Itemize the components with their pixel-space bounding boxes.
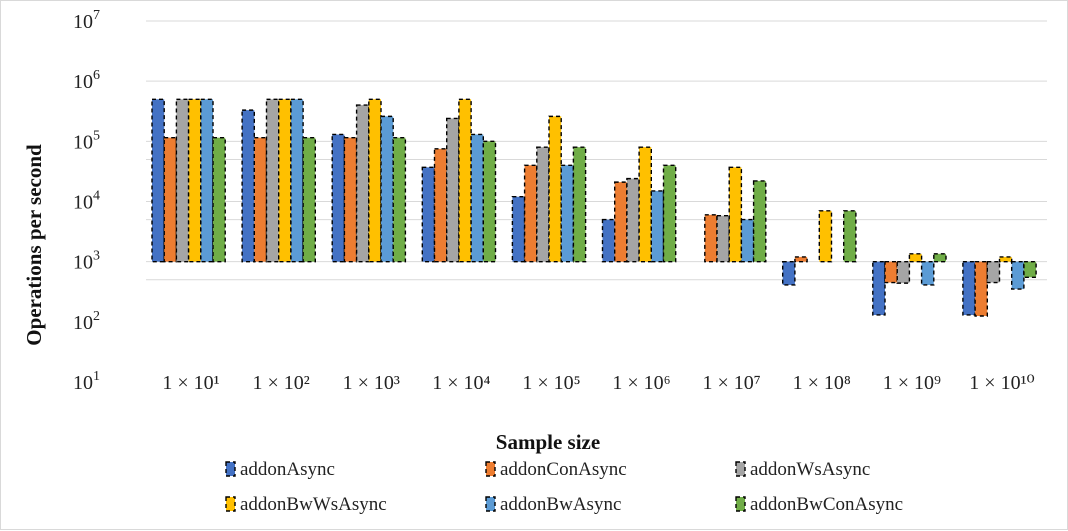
bar [998, 256, 1013, 263]
bar [843, 210, 857, 263]
bar [920, 260, 935, 286]
legend: addonAsync addonConAsync addonWsAsync addon… [225, 459, 903, 515]
bar [380, 115, 394, 263]
y-axis-title: Operations per second [22, 144, 46, 346]
legend-label: addonBwAsync [500, 494, 621, 515]
bar [716, 215, 730, 263]
bar [446, 117, 460, 263]
x-tick-label: 1 × 10⁹ [883, 372, 941, 394]
bar [175, 98, 190, 263]
bar [1011, 260, 1025, 290]
bar [241, 109, 256, 263]
legend-swatch [225, 461, 236, 477]
bar [704, 214, 718, 263]
bar [200, 98, 214, 263]
bar [818, 210, 833, 263]
bars [151, 98, 1037, 317]
bar [163, 136, 178, 263]
y-tick-label: 103 [73, 249, 100, 274]
bar [974, 260, 988, 317]
bar [638, 146, 652, 263]
legend-swatch [735, 496, 746, 512]
bar [265, 98, 280, 263]
bar [933, 253, 947, 263]
bar [986, 260, 1001, 284]
x-axis-title: Sample size [496, 430, 600, 454]
bar [421, 166, 436, 263]
bar [187, 98, 202, 263]
x-tick-labels: 1 × 10¹ 1 × 10² 1 × 10³ 1 × 10⁴ 1 × 10⁵ 1 × 1… [162, 372, 1034, 394]
bar [536, 146, 550, 263]
x-tick-label: 1 × 10³ [343, 372, 400, 394]
bar [728, 166, 743, 263]
bar [650, 190, 665, 263]
x-tick-label: 1 × 10⁵ [522, 372, 580, 394]
y-tick-label: 105 [73, 128, 100, 153]
x-tick-label: 1 × 10² [253, 372, 310, 394]
bar [523, 164, 538, 263]
legend-swatch [225, 496, 236, 512]
y-tick-label: 104 [73, 189, 100, 214]
bar [331, 133, 346, 263]
legend-label: addonAsync [240, 459, 335, 480]
bar [470, 133, 485, 263]
bar [290, 98, 304, 263]
bar [560, 164, 575, 263]
bar [355, 104, 370, 263]
y-tick-label: 107 [73, 8, 100, 33]
bar [151, 98, 165, 263]
legend-swatch [735, 461, 746, 477]
bar [511, 196, 526, 263]
bar [601, 218, 616, 263]
bar [433, 148, 448, 263]
x-tick-label: 1 × 10⁶ [612, 372, 670, 394]
bar [752, 180, 767, 263]
bar [458, 98, 472, 263]
bar [368, 98, 382, 263]
bar [908, 253, 923, 263]
bar [482, 140, 497, 263]
x-tick-label: 1 × 10⁸ [793, 372, 851, 394]
x-tick-label: 1 × 10¹⁰ [969, 372, 1034, 394]
bar [1023, 260, 1037, 278]
legend-label: addonConAsync [500, 459, 627, 480]
x-tick-label: 1 × 10⁷ [703, 372, 761, 394]
legend-swatch [485, 461, 496, 477]
bar [962, 260, 976, 316]
x-tick-label: 1 × 10¹ [162, 372, 219, 394]
bar [343, 136, 358, 263]
bar [212, 136, 226, 263]
bar [278, 98, 292, 263]
bar [662, 164, 677, 263]
bar [626, 177, 640, 263]
y-tick-label: 101 [73, 369, 100, 394]
bar [253, 136, 268, 263]
bar [572, 146, 587, 263]
legend-label: addonWsAsync [750, 459, 870, 480]
bar [548, 115, 562, 263]
y-tick-labels: 101 102 103 104 105 106 107 [73, 8, 100, 394]
legend-label: addonBwWsAsync [240, 494, 387, 515]
bar [740, 218, 755, 263]
bar [302, 136, 317, 263]
y-tick-label: 102 [73, 309, 100, 334]
y-tick-label: 106 [73, 68, 100, 93]
bar [884, 260, 898, 284]
bar [614, 181, 628, 263]
legend-label: addonBwConAsync [750, 494, 903, 515]
bar [794, 256, 808, 263]
legend-swatch [485, 496, 496, 512]
bar [872, 260, 886, 316]
bar [896, 260, 911, 284]
bar [392, 136, 407, 263]
bar [782, 260, 796, 286]
x-tick-label: 1 × 10⁴ [432, 372, 490, 394]
